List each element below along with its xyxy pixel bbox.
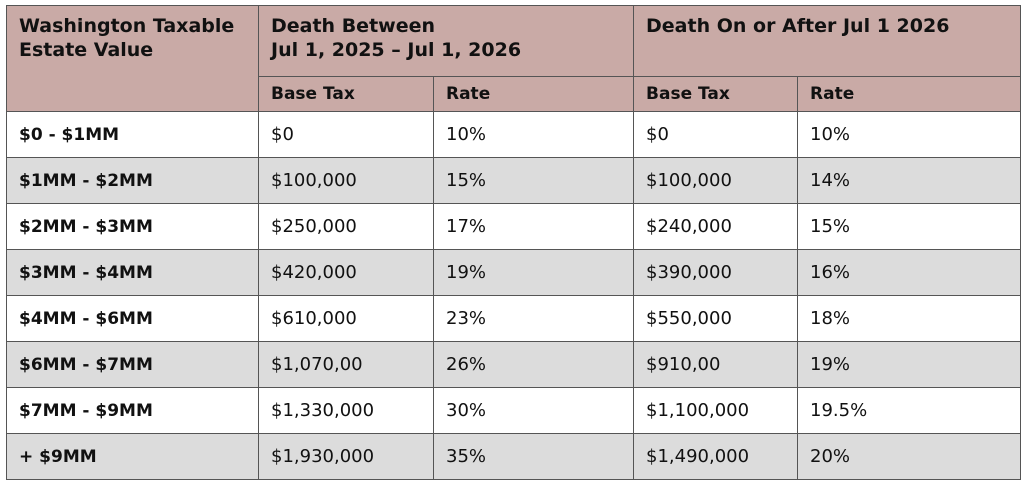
value-cell: $390,000	[633, 249, 799, 296]
range-cell: $1MM - $2MM	[6, 157, 259, 204]
value-cell: $1,330,000	[258, 387, 434, 434]
value-cell: $0	[633, 111, 799, 158]
value-cell: 20%	[797, 433, 1022, 480]
value-cell: $420,000	[258, 249, 434, 296]
group-header: Death Between Jul 1, 2025 – Jul 1, 2026	[257, 5, 635, 77]
subheader-cell: Rate	[432, 76, 635, 112]
value-cell: 10%	[432, 111, 635, 158]
value-cell: 15%	[797, 203, 1022, 250]
value-cell: 30%	[432, 387, 635, 434]
value-cell: $100,000	[258, 157, 434, 204]
header-line: Death Between	[271, 15, 436, 37]
value-cell: 15%	[432, 157, 635, 204]
table-body: $0 - $1MM $0 10% $0 10% $1MM - $2MM $100,000 15…	[6, 111, 1022, 480]
value-cell: 19.5%	[797, 387, 1022, 434]
estate-tax-table: Washington Taxable Estate Value Death Betw…	[6, 5, 1022, 480]
table-row: + $9MM $1,930,000 35% $1,490,000 20%	[6, 433, 1022, 480]
subheader-row: Base Tax Rate Base Tax Rate	[7, 76, 1022, 112]
range-cell: $4MM - $6MM	[6, 295, 259, 342]
value-cell: $610,000	[258, 295, 434, 342]
range-cell: $0 - $1MM	[6, 111, 259, 158]
subheader-cell: Base Tax	[258, 76, 434, 112]
value-cell: 35%	[432, 433, 635, 480]
header-row: Washington Taxable Estate Value Death Betw…	[6, 5, 1022, 112]
value-cell: 18%	[797, 295, 1022, 342]
value-cell: 23%	[432, 295, 635, 342]
table-row: $4MM - $6MM $610,000 23% $550,000 18%	[6, 295, 1022, 342]
range-cell: + $9MM	[6, 433, 259, 480]
header-line: Jul 1, 2025 – Jul 1, 2026	[271, 39, 522, 61]
table-row: $0 - $1MM $0 10% $0 10%	[6, 111, 1022, 158]
value-cell: 17%	[432, 203, 635, 250]
value-cell: $1,490,000	[633, 433, 799, 480]
value-cell: 19%	[797, 341, 1022, 388]
value-cell: 16%	[797, 249, 1022, 296]
range-cell: $6MM - $7MM	[6, 341, 259, 388]
value-cell: $100,000	[633, 157, 799, 204]
value-cell: 26%	[432, 341, 635, 388]
subheader-cell: Base Tax	[633, 76, 799, 112]
value-cell: 19%	[432, 249, 635, 296]
value-cell: $910,00	[633, 341, 799, 388]
table-row: $2MM - $3MM $250,000 17% $240,000 15%	[6, 203, 1022, 250]
range-cell: $7MM - $9MM	[6, 387, 259, 434]
header-line: Washington Taxable	[19, 15, 235, 37]
subheader-cell: Rate	[797, 76, 1022, 112]
table-row: $6MM - $7MM $1,070,00 26% $910,00 19%	[6, 341, 1022, 388]
header-line: Estate Value	[19, 39, 154, 61]
table-row: $3MM - $4MM $420,000 19% $390,000 16%	[6, 249, 1022, 296]
range-cell: $3MM - $4MM	[6, 249, 259, 296]
table-row: $1MM - $2MM $100,000 15% $100,000 14%	[6, 157, 1022, 204]
header-line: Death On or After Jul 1 2026	[646, 15, 950, 37]
table-row: $7MM - $9MM $1,330,000 30% $1,100,000 19.5%	[6, 387, 1022, 434]
range-cell: $2MM - $3MM	[6, 203, 259, 250]
value-cell: $1,070,00	[258, 341, 434, 388]
value-cell: 14%	[797, 157, 1022, 204]
value-cell: $1,930,000	[258, 433, 434, 480]
value-cell: $1,100,000	[633, 387, 799, 434]
value-cell: $240,000	[633, 203, 799, 250]
value-cell: $250,000	[258, 203, 434, 250]
value-cell: $0	[258, 111, 434, 158]
header-cell: Washington Taxable Estate Value	[6, 5, 259, 112]
group-header: Death On or After Jul 1 2026	[633, 5, 1022, 77]
value-cell: 10%	[797, 111, 1022, 158]
value-cell: $550,000	[633, 295, 799, 342]
table-header: Washington Taxable Estate Value Death Betw…	[6, 5, 1022, 112]
